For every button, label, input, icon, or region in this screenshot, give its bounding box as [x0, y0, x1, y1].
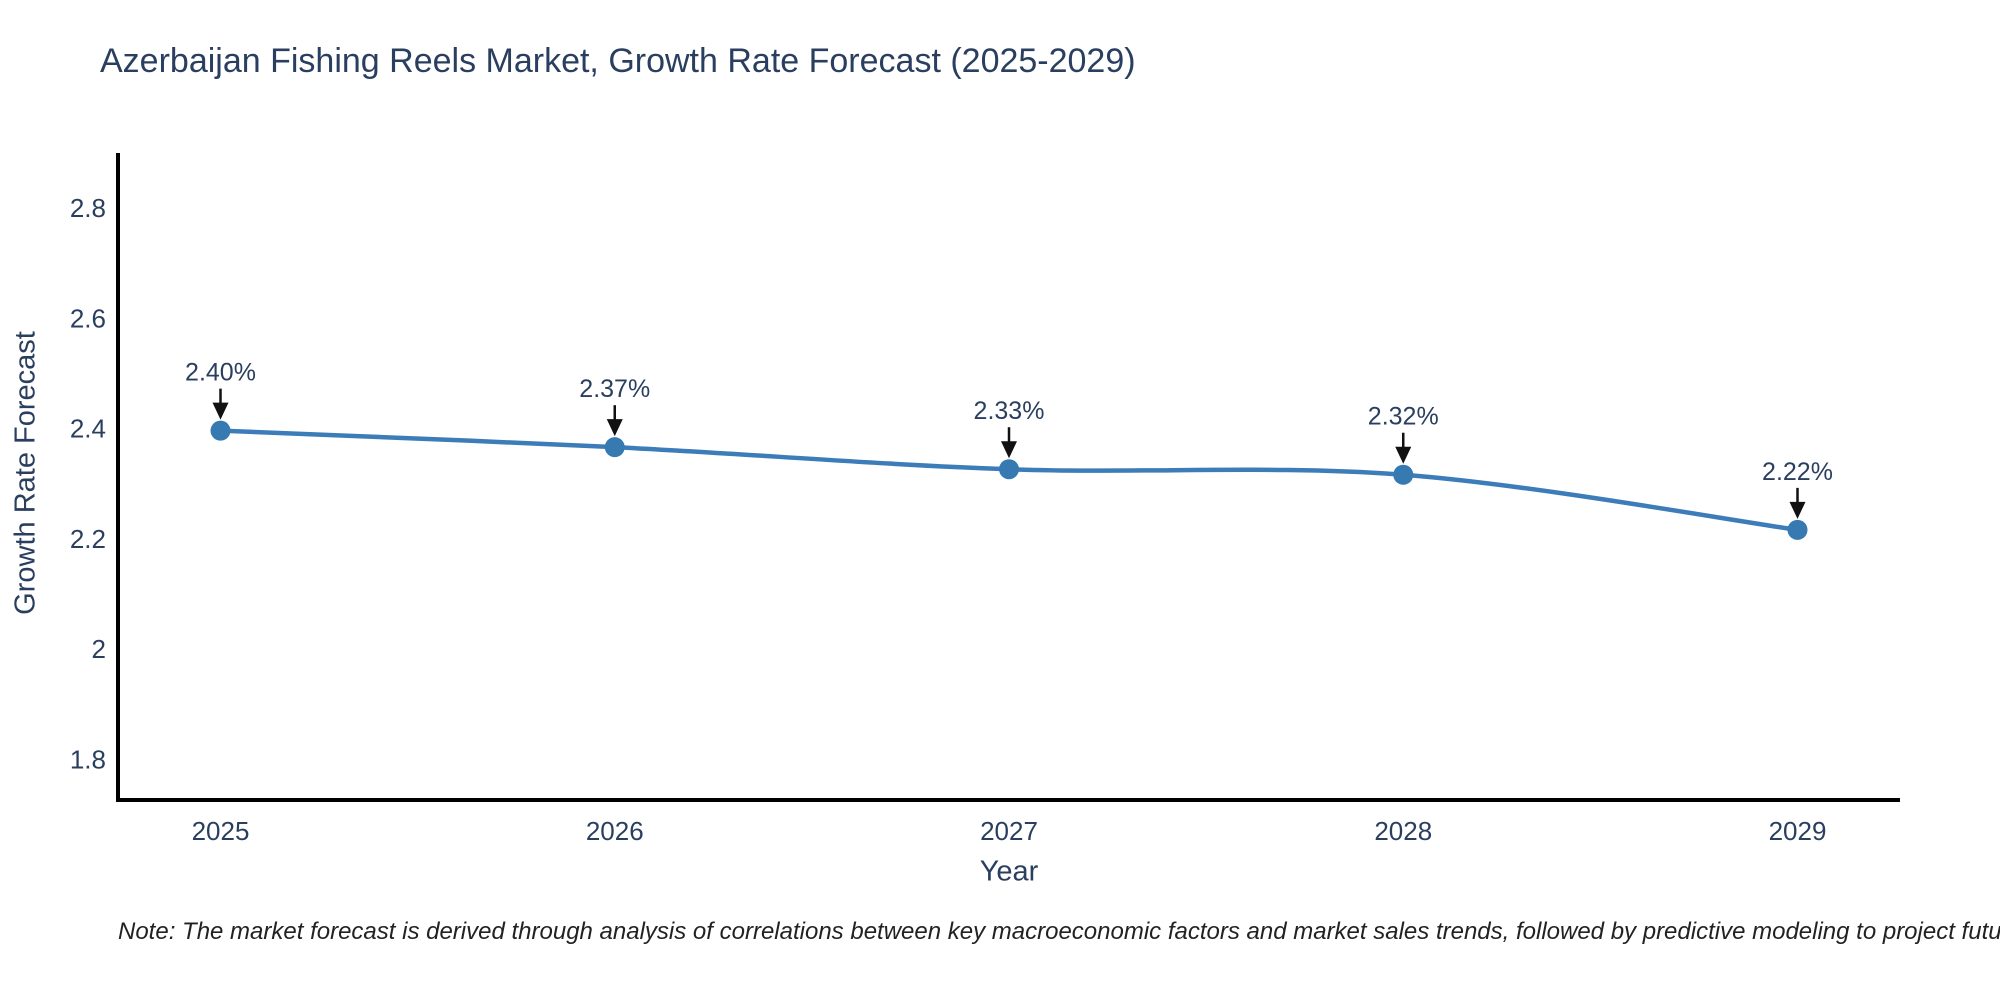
y-tick-label: 2.6	[70, 303, 106, 333]
y-axis-title: Growth Rate Forecast	[9, 331, 42, 615]
y-tick-label: 2.2	[70, 524, 106, 554]
point-value-label: 2.22%	[1762, 458, 1833, 486]
annotation-arrowhead-icon	[1001, 441, 1017, 459]
point-value-label: 2.32%	[1368, 403, 1439, 431]
chart-title: Azerbaijan Fishing Reels Market, Growth …	[100, 42, 1136, 80]
data-point-marker	[1787, 519, 1808, 540]
y-tick-label: 1.8	[70, 744, 106, 774]
annotation-arrowhead-icon	[606, 419, 623, 437]
x-tick-label: 2029	[1769, 816, 1827, 846]
annotation-arrowhead-icon	[1789, 501, 1806, 519]
x-axis-title: Year	[979, 855, 1039, 888]
y-tick-label: 2	[92, 634, 106, 664]
point-value-label: 2.40%	[185, 359, 256, 387]
point-value-label: 2.37%	[579, 375, 650, 403]
x-tick-label: 2025	[192, 816, 250, 846]
data-point-marker	[999, 459, 1019, 480]
y-tick-label: 2.8	[70, 193, 106, 223]
data-point-marker	[210, 420, 231, 441]
point-value-label: 2.33%	[974, 397, 1045, 425]
annotation-arrowhead-icon	[212, 402, 229, 420]
y-tick-label: 2.4	[70, 414, 106, 444]
x-tick-label: 2027	[980, 816, 1038, 846]
x-tick-label: 2026	[586, 816, 644, 846]
footnote: Note: The market forecast is derived thr…	[118, 918, 2000, 945]
x-tick-label: 2028	[1374, 816, 1432, 846]
annotation-arrowhead-icon	[1395, 446, 1412, 464]
data-point-marker	[604, 437, 625, 458]
data-point-marker	[1393, 464, 1414, 485]
